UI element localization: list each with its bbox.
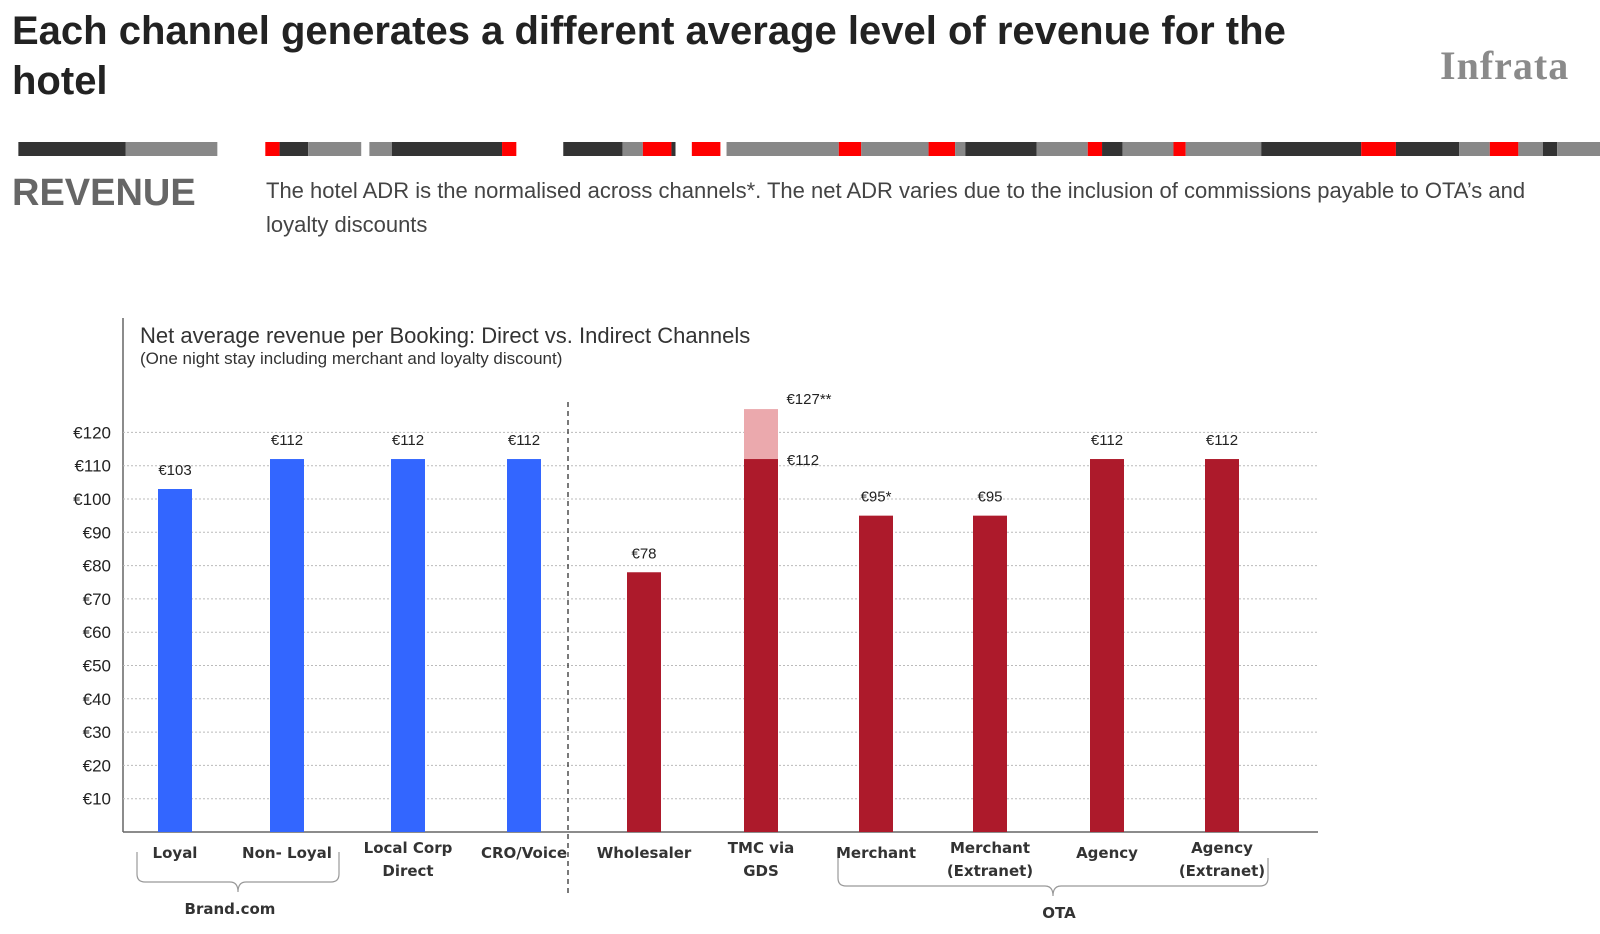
y-tick-label: €110 (74, 457, 111, 476)
stripe-segment (18, 142, 126, 156)
stripe-segment (369, 142, 392, 156)
y-tick-label: €60 (83, 623, 111, 642)
category-label: Merchant (836, 844, 916, 862)
y-tick-label: €70 (83, 590, 111, 609)
stripe-segment (838, 142, 862, 156)
stripe-segment (391, 142, 503, 156)
category-label: TMC via (728, 839, 794, 857)
stripe-segment (1122, 142, 1174, 156)
group-bracket (837, 858, 1269, 897)
y-tick-label: €10 (83, 790, 111, 809)
stripe-segment (671, 142, 676, 156)
bar (158, 489, 192, 832)
bar (270, 459, 304, 832)
stripe-segment (1185, 142, 1262, 156)
category-label: (Extranet) (1179, 862, 1265, 880)
category-label: Agency (1076, 844, 1138, 862)
group-label: OTA (1042, 904, 1076, 922)
data-label: €112 (508, 432, 540, 449)
decorative-stripe (18, 142, 1600, 156)
y-tick-label: €50 (83, 657, 111, 676)
category-label: Wholesaler (597, 844, 692, 862)
bar (391, 459, 425, 832)
stripe-segment (502, 142, 517, 156)
bar (859, 515, 893, 832)
stripe-segment (861, 142, 929, 156)
stripe-segment (1102, 142, 1123, 156)
data-label: €112 (1206, 432, 1238, 449)
stripe-segment (1518, 142, 1543, 156)
stripe-segment (1395, 142, 1460, 156)
data-label: €112 (787, 452, 819, 469)
data-label: €112 (1091, 432, 1123, 449)
category-label: Merchant (950, 839, 1030, 857)
category-label: Local Corp (364, 839, 453, 857)
category-label: Direct (382, 862, 433, 880)
bar (1090, 459, 1124, 832)
stripe-segment (279, 142, 309, 156)
bar (973, 515, 1007, 832)
stripe-segment (308, 142, 362, 156)
group-bracket (136, 852, 340, 893)
stripe-segment (642, 142, 672, 156)
stripe-segment (1261, 142, 1362, 156)
y-tick-label: €40 (83, 690, 111, 709)
section-label: REVENUE (12, 172, 196, 214)
category-label: Loyal (153, 844, 198, 862)
y-tick-label: €20 (83, 756, 111, 775)
stripe-segment (726, 142, 839, 156)
stripe-segment (265, 142, 280, 156)
stripe-segment (563, 142, 623, 156)
stripe-segment (1036, 142, 1088, 156)
stripe-segment (1557, 142, 1600, 156)
y-tick-label: €30 (83, 723, 111, 742)
bar (507, 459, 541, 832)
stripe-segment (1087, 142, 1103, 156)
y-tick-label: €100 (73, 490, 111, 509)
y-tick-label: €90 (83, 523, 111, 542)
data-label-extra: €127** (786, 391, 831, 408)
bar (744, 459, 778, 832)
stripe-segment (928, 142, 956, 156)
group-label: Brand.com (185, 900, 276, 918)
chart-title: Net average revenue per Booking: Direct … (140, 323, 750, 348)
stripe-segment (965, 142, 1037, 156)
category-label: GDS (743, 862, 779, 880)
category-label: (Extranet) (947, 862, 1033, 880)
page-title: Each channel generates a different avera… (12, 9, 1286, 103)
data-label: €95* (861, 489, 892, 506)
stripe-segment (125, 142, 218, 156)
brand-logo: Infrata (1440, 43, 1570, 88)
data-label: €112 (271, 432, 303, 449)
category-label: CRO/Voice (481, 844, 567, 862)
stripe-segment (1542, 142, 1558, 156)
y-tick-label: €120 (73, 423, 111, 442)
stripe-segment (1361, 142, 1396, 156)
data-label: €112 (392, 432, 424, 449)
stripe-segment (1489, 142, 1519, 156)
data-label: €95 (977, 489, 1002, 506)
stripe-segment (622, 142, 643, 156)
bar-uplift (744, 409, 778, 460)
stripe-segment (955, 142, 966, 156)
stripe-segment (1173, 142, 1186, 156)
category-label: Agency (1191, 839, 1253, 857)
stripe-segment (1459, 142, 1490, 156)
bar (1205, 459, 1239, 832)
section-subtitle: The hotel ADR is the normalised across c… (266, 178, 1526, 237)
y-tick-label: €80 (83, 557, 111, 576)
data-label: €78 (631, 545, 656, 562)
bar (627, 572, 661, 832)
category-label: Non- Loyal (242, 844, 332, 862)
chart-subtitle: (One night stay including merchant and l… (140, 349, 562, 368)
revenue-bar-chart: Net average revenue per Booking: Direct … (73, 318, 1318, 922)
stripe-segment (691, 142, 721, 156)
data-label: €103 (158, 462, 191, 479)
